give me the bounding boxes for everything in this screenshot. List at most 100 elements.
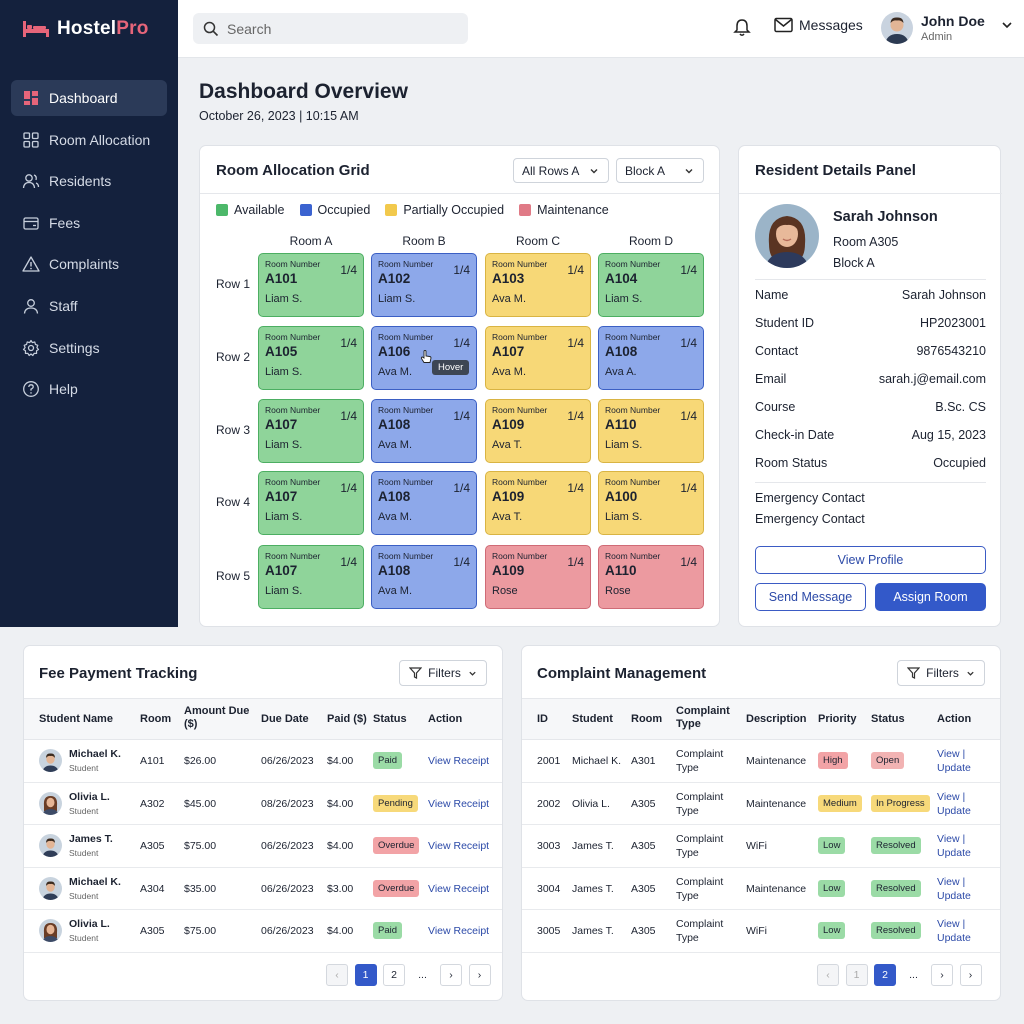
cell-due: $75.00 [184, 840, 217, 852]
fee-filters-button[interactable]: Filters [399, 660, 487, 686]
sidebar-item-residents[interactable]: Residents [11, 163, 167, 199]
page-button[interactable]: 1 [845, 964, 868, 986]
view-receipt-link[interactable]: View Receipt [428, 797, 490, 810]
status-badge: Paid [373, 922, 403, 939]
avatar [39, 834, 62, 857]
search-box[interactable] [193, 13, 468, 44]
resident-field: Student ID HP2023001 [755, 316, 986, 330]
next-page-button[interactable]: › [468, 964, 491, 986]
room-cell[interactable]: Room Number A109 1/4 Rose [485, 545, 591, 609]
avatar [39, 876, 62, 900]
view-update-link[interactable]: View | Update [937, 875, 971, 902]
legend-item: Partially Occupied [385, 203, 504, 217]
room-occupancy: 1/4 [453, 263, 470, 277]
sidebar-item-staff[interactable]: Staff [11, 288, 167, 324]
room-occupancy: 1/4 [453, 336, 470, 350]
next-page-button[interactable]: › [931, 964, 953, 986]
view-profile-button[interactable]: View Profile [755, 546, 986, 574]
filter-icon [907, 667, 921, 679]
room-cell[interactable]: Room Number A108 1/4 Ava A. [598, 326, 704, 390]
messages-button[interactable]: Messages [774, 17, 863, 33]
cell-paid: $4.00 [327, 925, 354, 937]
room-cell[interactable]: Room Number A107 1/4 Liam S. [258, 545, 364, 609]
view-update-link[interactable]: View | Update [937, 833, 971, 859]
room-number-label: Room Number [605, 551, 661, 561]
room-cell[interactable]: Room Number A107 1/4 Liam S. [258, 399, 364, 463]
column-header: Room A [289, 234, 333, 248]
room-cell[interactable]: Room Number A108 1/4 Ava M. [371, 399, 477, 463]
prev-page-button[interactable]: ‹ [326, 964, 348, 986]
cell-paid: $3.00 [327, 882, 354, 895]
room-cell[interactable]: Room Number A105 1/4 Liam S. [258, 326, 364, 390]
user-menu[interactable]: John Doe Admin [881, 12, 1013, 44]
view-receipt-link[interactable]: View Receipt [428, 882, 490, 895]
fee-table-title: Fee Payment Tracking [39, 665, 198, 682]
sidebar-item-room-allocation[interactable]: Room Allocation [11, 122, 167, 158]
room-number: A108 [605, 344, 638, 359]
room-cell[interactable]: Room Number A107 1/4 Liam S. [258, 471, 364, 535]
room-resident: Ava M. [378, 511, 413, 523]
room-cell[interactable]: Room Number A100 1/4 Liam S. [598, 471, 704, 535]
cell-room: A305 [631, 925, 656, 937]
sidebar-item-settings[interactable]: Settings [11, 330, 167, 366]
room-number-label: Room Number [265, 332, 321, 342]
assign-room-button[interactable]: Assign Room [875, 583, 986, 611]
view-receipt-link[interactable]: View Receipt [428, 925, 490, 937]
room-number: A106 [378, 344, 411, 359]
chevron-down-icon[interactable] [1001, 19, 1013, 31]
room-cell[interactable]: Room Number A110 1/4 Liam S. [598, 399, 704, 463]
cell-type: Complaint Type [676, 790, 724, 817]
sidebar-item-label: Dashboard [49, 90, 118, 106]
complaint-filters-button[interactable]: Filters [897, 660, 985, 686]
field-value: HP2023001 [919, 316, 986, 330]
prev-page-button[interactable]: ‹ [817, 964, 839, 986]
room-cell[interactable]: Room Number A107 1/4 Ava M. [485, 326, 591, 390]
room-number: A107 [265, 489, 298, 504]
sidebar-item-fees[interactable]: Fees [11, 205, 167, 241]
room-cell[interactable]: Room Number A109 1/4 Ava T. [485, 399, 591, 463]
room-resident: Liam S. [265, 439, 303, 451]
sidebar-item-complaints[interactable]: Complaints [11, 246, 167, 282]
legend-swatch [519, 204, 532, 216]
complaint-table-title: Complaint Management [537, 665, 707, 682]
search-input[interactable] [227, 20, 447, 37]
view-update-link[interactable]: View | Update [937, 790, 971, 817]
room-cell[interactable]: Room Number A108 1/4 Ava M. [371, 471, 477, 535]
page-button[interactable]: 2 [383, 964, 405, 986]
room-cell[interactable]: Room Number A108 1/4 Ava M. [371, 545, 477, 609]
room-cell[interactable]: Room Number A109 1/4 Ava T. [485, 471, 591, 535]
view-update-link[interactable]: View | Update [937, 748, 971, 774]
next-page-button[interactable]: › [440, 964, 462, 986]
block-select[interactable]: Block A [616, 158, 704, 183]
view-receipt-link[interactable]: View Receipt [428, 840, 490, 852]
room-number-label: Room Number [265, 477, 321, 487]
room-resident: Ava T. [492, 511, 523, 523]
table-row: 2001 Michael K. A301 Complaint Type Maintena… [522, 740, 1000, 783]
room-resident: Ava A. [605, 366, 637, 378]
room-cell[interactable]: Room Number A103 1/4 Ava M. [485, 253, 591, 317]
next-page-button[interactable]: › [959, 964, 982, 986]
status-badge: Resolved [871, 837, 921, 854]
room-cell[interactable]: Room Number A110 1/4 Rose [598, 545, 704, 609]
room-cell[interactable]: Room Number A106 1/4 Ava M. [371, 326, 477, 390]
sidebar-item-dashboard[interactable]: Dashboard [11, 80, 167, 116]
room-cell[interactable]: Room Number A101 1/4 Liam S. [258, 253, 364, 317]
rows-select[interactable]: All Rows A [513, 158, 609, 183]
app-logo[interactable]: HostelPro [0, 0, 178, 58]
view-update-link[interactable]: View | Update [937, 918, 971, 944]
bell-icon[interactable] [732, 18, 752, 38]
student-name: Michael K. [69, 748, 121, 760]
table-row: 3004 James T. A305 Complaint Type Maintenanc… [522, 868, 1000, 910]
send-message-button[interactable]: Send Message [755, 583, 866, 611]
room-cell[interactable]: Room Number A104 1/4 Liam S. [598, 253, 704, 317]
room-occupancy: 1/4 [567, 409, 584, 423]
grid-icon [23, 131, 39, 148]
view-receipt-link[interactable]: View Receipt [428, 755, 490, 767]
column-header: Priority [818, 713, 857, 725]
resident-field: Email sarah.j@email.com [755, 372, 986, 386]
room-cell[interactable]: Room Number A102 1/4 Liam S. [371, 253, 477, 317]
page-button[interactable]: 2 [874, 964, 896, 986]
table-row: Michael K. Student A101 $26.00 06/26/2023 $4.… [24, 740, 502, 783]
sidebar-item-help[interactable]: Help [11, 371, 167, 407]
page-button[interactable]: 1 [354, 964, 377, 986]
